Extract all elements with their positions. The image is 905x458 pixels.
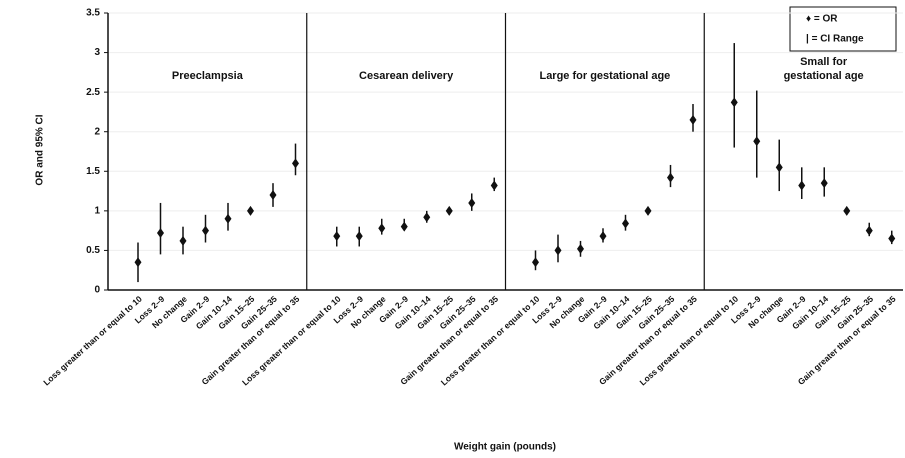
or-point <box>445 205 453 216</box>
legend-entry: | = CI Range <box>806 34 864 45</box>
or-point <box>157 228 164 239</box>
legend-entry: ♦ = OR <box>806 14 838 25</box>
or-point <box>689 114 697 125</box>
y-tick-label: 2 <box>94 126 100 137</box>
or-point <box>202 225 209 236</box>
or-point <box>775 162 783 173</box>
x-axis-label: Weight gain (pounds) <box>454 442 556 453</box>
or-point <box>820 178 828 189</box>
y-tick-label: 3.5 <box>86 8 100 19</box>
or-point <box>622 218 629 229</box>
or-point <box>599 231 607 242</box>
or-point <box>468 197 476 208</box>
y-tick-label: 2.5 <box>86 87 100 98</box>
panel-title: Cesarean delivery <box>359 70 454 82</box>
or-point <box>355 231 363 242</box>
or-point <box>843 205 851 216</box>
or-point <box>532 257 539 268</box>
y-tick-label: 0.5 <box>86 245 100 256</box>
or-point <box>667 172 674 183</box>
y-tick-label: 1.5 <box>86 166 100 177</box>
or-point <box>400 221 408 232</box>
or-point <box>224 213 232 224</box>
y-tick-label: 3 <box>94 47 100 58</box>
or-point <box>798 180 806 191</box>
or-point <box>730 97 738 108</box>
y-axis-label: OR and 95% CI <box>35 114 46 185</box>
or-point <box>865 225 873 236</box>
or-point <box>644 205 652 216</box>
or-point <box>269 190 277 201</box>
x-tick-label: Loss greater than or equal to 10 <box>41 294 144 388</box>
or-point <box>577 243 584 254</box>
panel-title: Large for gestational age <box>539 70 670 82</box>
or-point <box>888 233 896 244</box>
or-point <box>179 235 187 246</box>
panel-title: Preeclampsia <box>172 70 244 82</box>
or-point <box>333 231 341 242</box>
or-point <box>378 223 386 234</box>
legend-box <box>789 6 897 52</box>
or-point <box>490 180 498 191</box>
panel-title: gestational age <box>784 70 864 82</box>
or-point <box>753 136 761 147</box>
or-point <box>423 212 431 223</box>
y-tick-label: 0 <box>94 285 100 296</box>
or-point <box>292 158 299 169</box>
y-tick-label: 1 <box>94 205 100 216</box>
or-point <box>134 257 142 268</box>
or-point <box>554 245 562 256</box>
or-point <box>247 205 254 216</box>
panel-title: Small for <box>800 56 848 68</box>
